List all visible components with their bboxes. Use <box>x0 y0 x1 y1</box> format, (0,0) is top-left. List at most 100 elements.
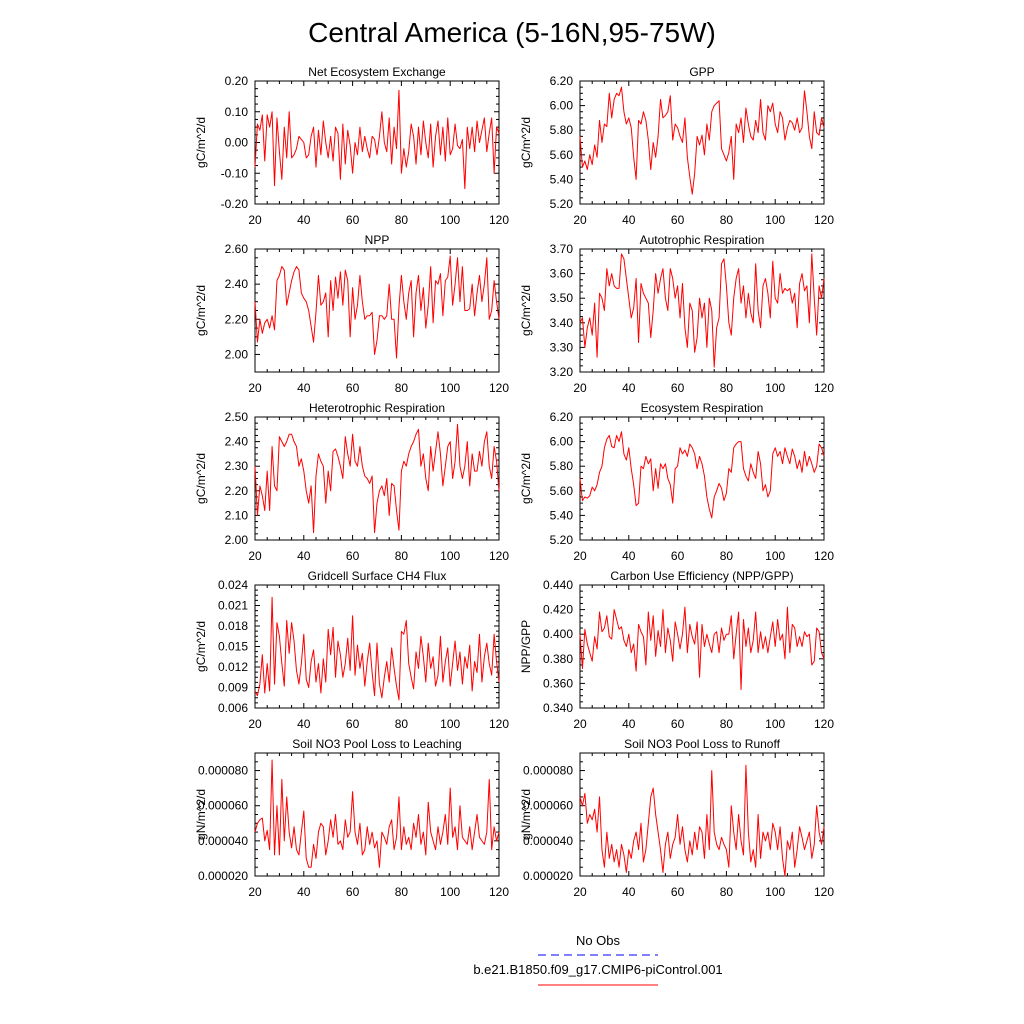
x-tick-label: 40 <box>297 885 311 899</box>
series-line <box>254 596 500 701</box>
x-tick-label: 120 <box>814 717 834 731</box>
y-tick-label: 0.000040 <box>523 834 573 848</box>
y-axis-label: NPP/GPP <box>519 620 533 673</box>
x-tick-label: 80 <box>395 213 409 227</box>
y-axis-label: gC/m^2/d <box>194 285 208 336</box>
panel-2: GPP gC/m^2/d 20 40 60 80 100 120 5.20 5.40 5.60 5.8… <box>519 65 834 227</box>
x-tick-label: 120 <box>489 717 509 731</box>
y-tick-label: 0.000020 <box>198 869 248 883</box>
panel-1: Net Ecosystem Exchange gC/m^2/d 20 40 60 80 10… <box>194 65 509 227</box>
x-tick-label: 120 <box>814 549 834 563</box>
y-tick-label: 0.380 <box>543 652 573 666</box>
y-axis-label: gC/m^2/d <box>194 117 208 168</box>
series-line <box>579 606 825 691</box>
y-tick-label: 2.60 <box>225 242 249 256</box>
series-line <box>579 253 825 368</box>
x-tick-label: 80 <box>395 549 409 563</box>
y-tick-label: 2.40 <box>225 435 249 449</box>
y-tick-label: 0.000020 <box>523 869 573 883</box>
x-tick-label: 60 <box>671 213 685 227</box>
y-tick-label: 6.00 <box>550 435 574 449</box>
x-tick-label: 20 <box>573 213 587 227</box>
x-tick-label: 60 <box>671 381 685 395</box>
y-tick-label: 0.015 <box>218 640 248 654</box>
x-tick-label: 40 <box>622 381 636 395</box>
x-tick-label: 40 <box>622 213 636 227</box>
panel-5: Heterotrophic Respiration gC/m^2/d 20 40 60 8… <box>194 401 509 563</box>
y-tick-label: 2.10 <box>225 508 249 522</box>
x-tick-label: 100 <box>440 381 460 395</box>
x-tick-label: 20 <box>248 885 262 899</box>
x-tick-label: 120 <box>814 885 834 899</box>
y-tick-label: 0.012 <box>218 660 248 674</box>
x-tick-label: 100 <box>765 717 785 731</box>
x-tick-label: 60 <box>671 549 685 563</box>
x-tick-label: 100 <box>765 381 785 395</box>
x-tick-label: 80 <box>395 885 409 899</box>
y-axis-label: gN/m^2/d <box>519 789 533 840</box>
x-tick-label: 20 <box>573 549 587 563</box>
y-tick-label: 0.340 <box>543 701 573 715</box>
panel-title: Autotrophic Respiration <box>640 233 765 247</box>
y-tick-label: 6.20 <box>550 74 574 88</box>
x-tick-label: 100 <box>765 549 785 563</box>
x-tick-label: 40 <box>622 885 636 899</box>
y-tick-label: 0.006 <box>218 701 248 715</box>
y-tick-label: 5.40 <box>550 172 574 186</box>
panel-title: GPP <box>689 65 714 79</box>
x-tick-label: 40 <box>297 717 311 731</box>
panel-title: NPP <box>365 233 390 247</box>
series-line <box>579 764 825 877</box>
y-tick-label: 0.000040 <box>198 834 248 848</box>
y-tick-label: 0.000060 <box>198 799 248 813</box>
panel-title: Carbon Use Efficiency (NPP/GPP) <box>610 569 793 583</box>
y-tick-label: 5.20 <box>550 197 574 211</box>
x-tick-label: 80 <box>720 885 734 899</box>
y-tick-label: 0.10 <box>225 105 249 119</box>
series-line <box>579 86 825 195</box>
y-tick-label: -0.20 <box>221 197 249 211</box>
y-tick-label: 3.20 <box>550 365 574 379</box>
series-line <box>579 431 825 519</box>
y-tick-label: 0.420 <box>543 603 573 617</box>
x-tick-label: 120 <box>814 381 834 395</box>
x-tick-label: 40 <box>297 549 311 563</box>
y-tick-label: 0.009 <box>218 681 248 695</box>
y-tick-label: 0.20 <box>225 74 249 88</box>
legend-model-label: b.e21.B1850.f09_g17.CMIP6-piControl.001 <box>473 962 722 977</box>
y-tick-label: 3.60 <box>550 267 574 281</box>
panel-title: Soil NO3 Pool Loss to Leaching <box>292 737 461 751</box>
y-tick-label: 0.018 <box>218 619 248 633</box>
x-tick-label: 80 <box>395 717 409 731</box>
y-tick-label: 5.60 <box>550 484 574 498</box>
panel-title: Soil NO3 Pool Loss to Runoff <box>624 737 781 751</box>
y-tick-label: 5.80 <box>550 123 574 137</box>
panel-3: NPP gC/m^2/d 20 40 60 80 100 120 2.00 2.20 2.40 2.6… <box>194 233 509 395</box>
y-tick-label: 0.024 <box>218 578 248 592</box>
panel-title: Gridcell Surface CH4 Flux <box>308 569 447 583</box>
panel-title: Heterotrophic Respiration <box>309 401 445 415</box>
y-axis-label: gC/m^2/d <box>519 117 533 168</box>
y-tick-label: 5.60 <box>550 148 574 162</box>
y-tick-label: 3.70 <box>550 242 574 256</box>
y-tick-label: 2.20 <box>225 484 249 498</box>
y-tick-label: 0.000060 <box>523 799 573 813</box>
x-tick-label: 100 <box>440 885 460 899</box>
x-tick-label: 40 <box>297 381 311 395</box>
x-tick-label: 80 <box>720 213 734 227</box>
panel-title: Ecosystem Respiration <box>641 401 764 415</box>
y-tick-label: 0.021 <box>218 599 248 613</box>
y-axis-label: gC/m^2/d <box>194 621 208 672</box>
panel-4: Autotrophic Respiration gC/m^2/d 20 40 60 80 1… <box>519 233 834 395</box>
x-tick-label: 60 <box>346 717 360 731</box>
x-tick-label: 100 <box>440 717 460 731</box>
x-tick-label: 20 <box>248 213 262 227</box>
x-tick-label: 100 <box>765 885 785 899</box>
y-axis-label: gC/m^2/d <box>194 453 208 504</box>
x-tick-label: 80 <box>720 381 734 395</box>
series-line <box>254 423 500 534</box>
legend-obs-label: No Obs <box>576 933 621 948</box>
x-tick-label: 80 <box>720 549 734 563</box>
